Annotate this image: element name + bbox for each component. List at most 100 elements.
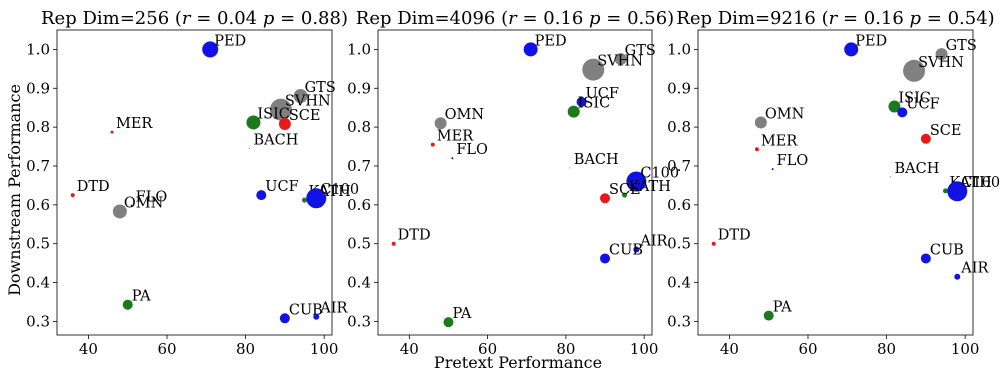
x-tick-label: 40 — [79, 340, 98, 358]
point-svhn — [903, 59, 926, 82]
y-tick-label: 0.5 — [347, 235, 371, 253]
point-label-air: AIR — [960, 261, 989, 277]
chart-panel-3: Rep Dim=9216 (r = 0.16 p = 0.54) 40 60 80 10… — [667, 8, 1000, 358]
x-tick-label: 80 — [236, 340, 255, 358]
point-label-dtd: DTD — [718, 228, 751, 244]
plot-frame — [377, 29, 653, 336]
point-label-bach: BACH — [895, 161, 940, 177]
point-label-gts: GTS — [305, 80, 336, 96]
y-tick-label: 1.0 — [667, 40, 691, 58]
point-label-bach: BACH — [574, 152, 619, 168]
y-tick-label: 0.8 — [667, 118, 691, 136]
point-label-omn: OMN — [445, 107, 485, 123]
point-label-flo: FLO — [777, 153, 809, 169]
point-bach — [569, 167, 571, 169]
point-label-sce: SCE — [609, 182, 641, 198]
y-tick-label: 0.7 — [347, 157, 371, 175]
chart-panels: Rep Dim=256 (r = 0.04 p = 0.88)40 60 80 100… — [26, 8, 1000, 358]
point-label-sce: SCE — [930, 123, 962, 139]
x-tick-label: 40 — [400, 340, 419, 358]
title-part-p-sym: p — [263, 8, 275, 29]
point-ucf — [897, 107, 908, 118]
y-tick-label: 0.4 — [667, 274, 691, 292]
point-omn — [754, 116, 767, 129]
y-axis-label: Downstream Performance — [5, 84, 24, 296]
point-mer — [430, 142, 435, 147]
point-bach — [889, 176, 892, 178]
point-label-svhn: SVHN — [597, 54, 643, 70]
point-flo — [451, 157, 454, 160]
point-kath — [302, 197, 307, 203]
x-tick-label: 100 — [951, 340, 980, 358]
title-part-prefix: Rep Dim=4096 ( — [356, 8, 508, 29]
point-label-kath: KATH — [629, 179, 671, 195]
point-dtd — [391, 241, 396, 246]
point-label-isic: ISIC — [257, 106, 289, 122]
point-gts — [935, 48, 948, 61]
point-gts — [614, 53, 627, 66]
title-part-prefix: Rep Dim=256 ( — [41, 8, 182, 29]
y-tick-label: 0.3 — [26, 312, 50, 330]
point-air — [633, 246, 640, 253]
point-label-flo: FLO — [456, 142, 488, 158]
point-label-dtd: DTD — [77, 179, 110, 195]
y-tick-label: 0.3 — [667, 312, 691, 330]
title-part-prefix: Rep Dim=9216 ( — [676, 8, 828, 29]
x-tick-label: 60 — [478, 340, 497, 358]
point-label-bach: BACH — [254, 133, 299, 149]
y-tick-label: 0.9 — [347, 79, 371, 97]
point-omn — [434, 117, 447, 130]
x-tick-label: 80 — [556, 340, 575, 358]
chart-title: Rep Dim=256 (r = 0.04 p = 0.88) — [41, 8, 348, 29]
point-flo — [130, 204, 133, 207]
point-svhn — [269, 98, 292, 121]
point-svhn — [582, 58, 605, 81]
point-ucf — [256, 190, 267, 201]
title-part-r-sym: r — [182, 8, 192, 29]
y-tick-label: 0.5 — [26, 235, 50, 253]
point-label-c100: C100 — [961, 175, 1000, 191]
title-part-p-sym: p — [589, 8, 601, 29]
point-label-ucf: UCF — [586, 86, 619, 102]
x-tick-label: 60 — [798, 340, 817, 358]
x-tick-label: 100 — [310, 340, 339, 358]
point-label-ped: PED — [855, 33, 887, 49]
title-part-p-val: = 0.54) — [921, 8, 995, 29]
point-label-cub: CUB — [289, 302, 323, 318]
point-label-omn: OMN — [124, 195, 164, 211]
point-label-mer: MER — [116, 116, 153, 132]
y-tick-label: 0.3 — [347, 312, 371, 330]
point-label-cub: CUB — [609, 242, 643, 258]
point-label-gts: GTS — [625, 43, 656, 59]
y-tick-label: 1.0 — [347, 40, 371, 58]
y-tick-label: 0.9 — [667, 79, 691, 97]
point-ped — [844, 42, 859, 57]
point-label-pa: PA — [452, 306, 471, 322]
point-sce — [600, 193, 611, 204]
title-part-r-sym: r — [508, 8, 518, 29]
title-part-p-val: = 0.88) — [274, 8, 348, 29]
point-c100 — [306, 188, 327, 209]
point-isic — [567, 105, 580, 118]
title-part-r-val: = 0.16 — [517, 8, 589, 29]
point-flo — [771, 168, 774, 171]
point-cub — [920, 253, 931, 264]
point-label-mer: MER — [437, 129, 474, 145]
chart-title: Rep Dim=9216 (r = 0.16 p = 0.54) — [676, 8, 994, 29]
point-pa — [443, 317, 454, 328]
point-label-c100: C100 — [640, 166, 679, 182]
point-kath — [622, 192, 628, 198]
title-part-r-val: = 0.04 — [191, 8, 263, 29]
point-label-pa: PA — [132, 289, 151, 305]
y-tick-label: 0.9 — [26, 79, 50, 97]
point-label-air: AIR — [319, 301, 348, 317]
y-tick-label: 0.8 — [347, 118, 371, 136]
y-tick-label: 0.5 — [667, 235, 691, 253]
chart-title: Rep Dim=4096 (r = 0.16 p = 0.56) — [356, 8, 674, 29]
title-part-p-sym: p — [910, 8, 922, 29]
y-tick-label: 0.8 — [26, 118, 50, 136]
chart-panel-2: Rep Dim=4096 (r = 0.16 p = 0.56) 40 60 80 10… — [347, 8, 679, 358]
point-label-isic: ISIC — [898, 91, 930, 107]
y-tick-label: 0.6 — [347, 196, 371, 214]
